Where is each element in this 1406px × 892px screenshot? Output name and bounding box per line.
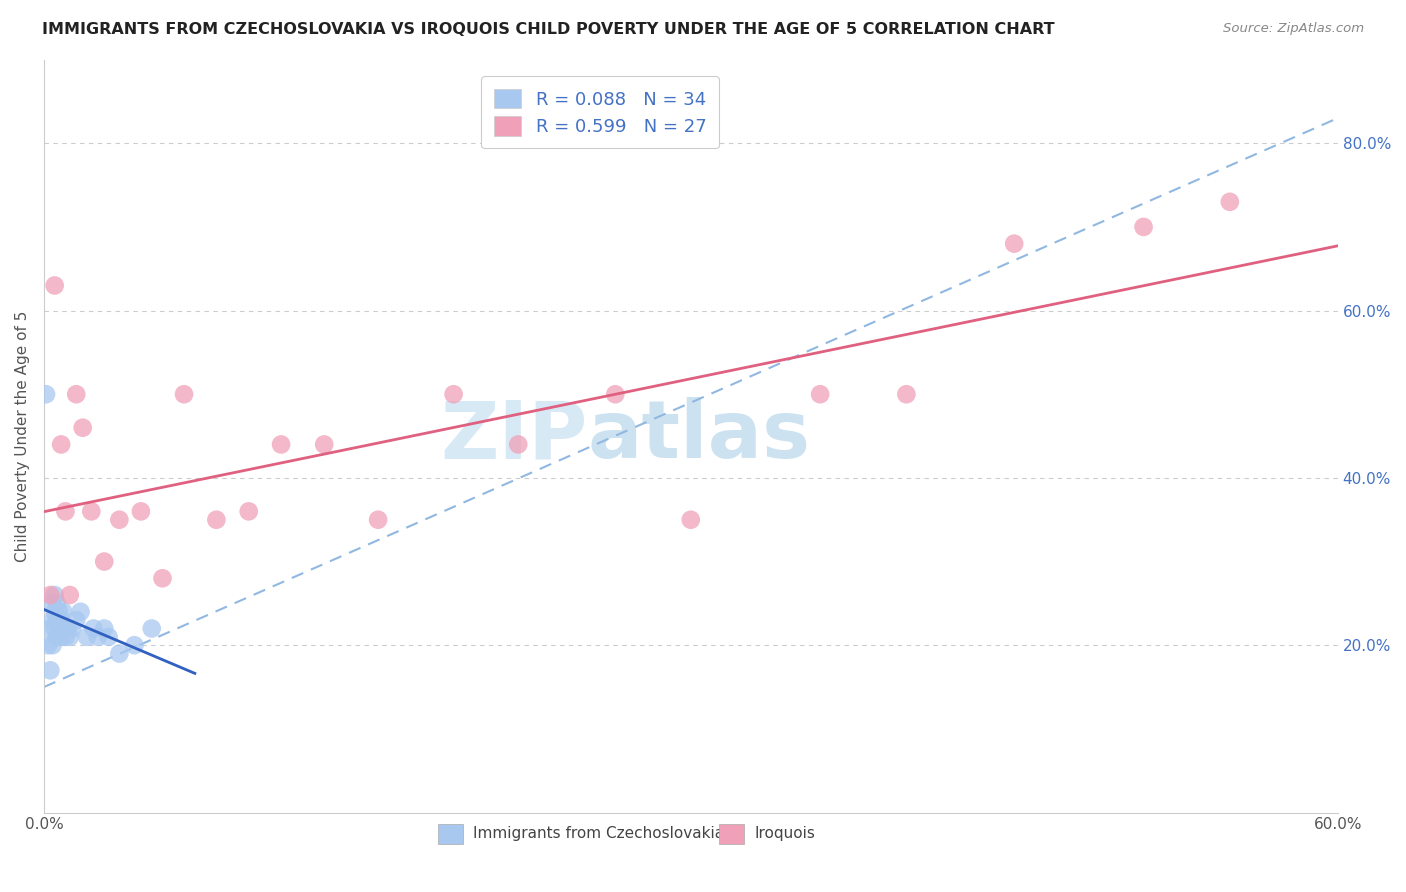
- Point: [443, 387, 465, 401]
- Point: [69, 605, 91, 619]
- Point: [314, 437, 336, 451]
- Point: [238, 504, 260, 518]
- Point: [1219, 194, 1241, 209]
- Point: [52, 622, 75, 636]
- Point: [52, 605, 75, 619]
- Point: [808, 387, 831, 401]
- Point: [39, 663, 62, 677]
- Point: [205, 513, 228, 527]
- Legend: R = 0.088   N = 34, R = 0.599   N = 27: R = 0.088 N = 34, R = 0.599 N = 27: [481, 76, 718, 148]
- Text: atlas: atlas: [588, 397, 810, 475]
- Point: [93, 555, 115, 569]
- Point: [35, 387, 58, 401]
- Point: [55, 504, 77, 518]
- Point: [48, 622, 70, 636]
- Point: [59, 588, 82, 602]
- Point: [39, 622, 62, 636]
- Point: [270, 437, 292, 451]
- Point: [152, 571, 174, 585]
- Point: [48, 605, 70, 619]
- Point: [44, 605, 66, 619]
- Point: [76, 630, 98, 644]
- Point: [1002, 236, 1025, 251]
- Point: [508, 437, 530, 451]
- Point: [41, 596, 63, 610]
- Text: Immigrants from Czechoslovakia: Immigrants from Czechoslovakia: [472, 827, 724, 841]
- Point: [39, 588, 62, 602]
- Point: [45, 613, 67, 627]
- Point: [80, 504, 103, 518]
- Point: [41, 638, 63, 652]
- Point: [49, 437, 72, 451]
- Point: [141, 622, 163, 636]
- Point: [37, 638, 59, 652]
- Point: [82, 622, 104, 636]
- Text: Iroquois: Iroquois: [754, 827, 815, 841]
- Point: [56, 622, 79, 636]
- Point: [55, 622, 77, 636]
- Point: [49, 613, 72, 627]
- Point: [44, 278, 66, 293]
- Point: [44, 588, 66, 602]
- Point: [1132, 219, 1154, 234]
- Point: [124, 638, 146, 652]
- Point: [55, 630, 77, 644]
- Point: [45, 630, 67, 644]
- Point: [93, 622, 115, 636]
- Point: [44, 622, 66, 636]
- Point: [173, 387, 195, 401]
- Point: [679, 513, 702, 527]
- Point: [65, 387, 87, 401]
- Point: [896, 387, 918, 401]
- Point: [129, 504, 152, 518]
- Point: [49, 630, 72, 644]
- Point: [108, 647, 131, 661]
- Point: [108, 513, 131, 527]
- Text: ZIP: ZIP: [440, 397, 588, 475]
- Y-axis label: Child Poverty Under the Age of 5: Child Poverty Under the Age of 5: [15, 310, 30, 562]
- Point: [60, 622, 83, 636]
- Point: [65, 613, 87, 627]
- Point: [97, 630, 120, 644]
- Point: [41, 613, 63, 627]
- Text: Source: ZipAtlas.com: Source: ZipAtlas.com: [1223, 22, 1364, 36]
- Point: [605, 387, 627, 401]
- Text: IMMIGRANTS FROM CZECHOSLOVAKIA VS IROQUOIS CHILD POVERTY UNDER THE AGE OF 5 CORR: IMMIGRANTS FROM CZECHOSLOVAKIA VS IROQUO…: [42, 22, 1054, 37]
- Point: [87, 630, 110, 644]
- Point: [72, 420, 94, 434]
- Point: [59, 630, 82, 644]
- Point: [367, 513, 389, 527]
- Point: [45, 596, 67, 610]
